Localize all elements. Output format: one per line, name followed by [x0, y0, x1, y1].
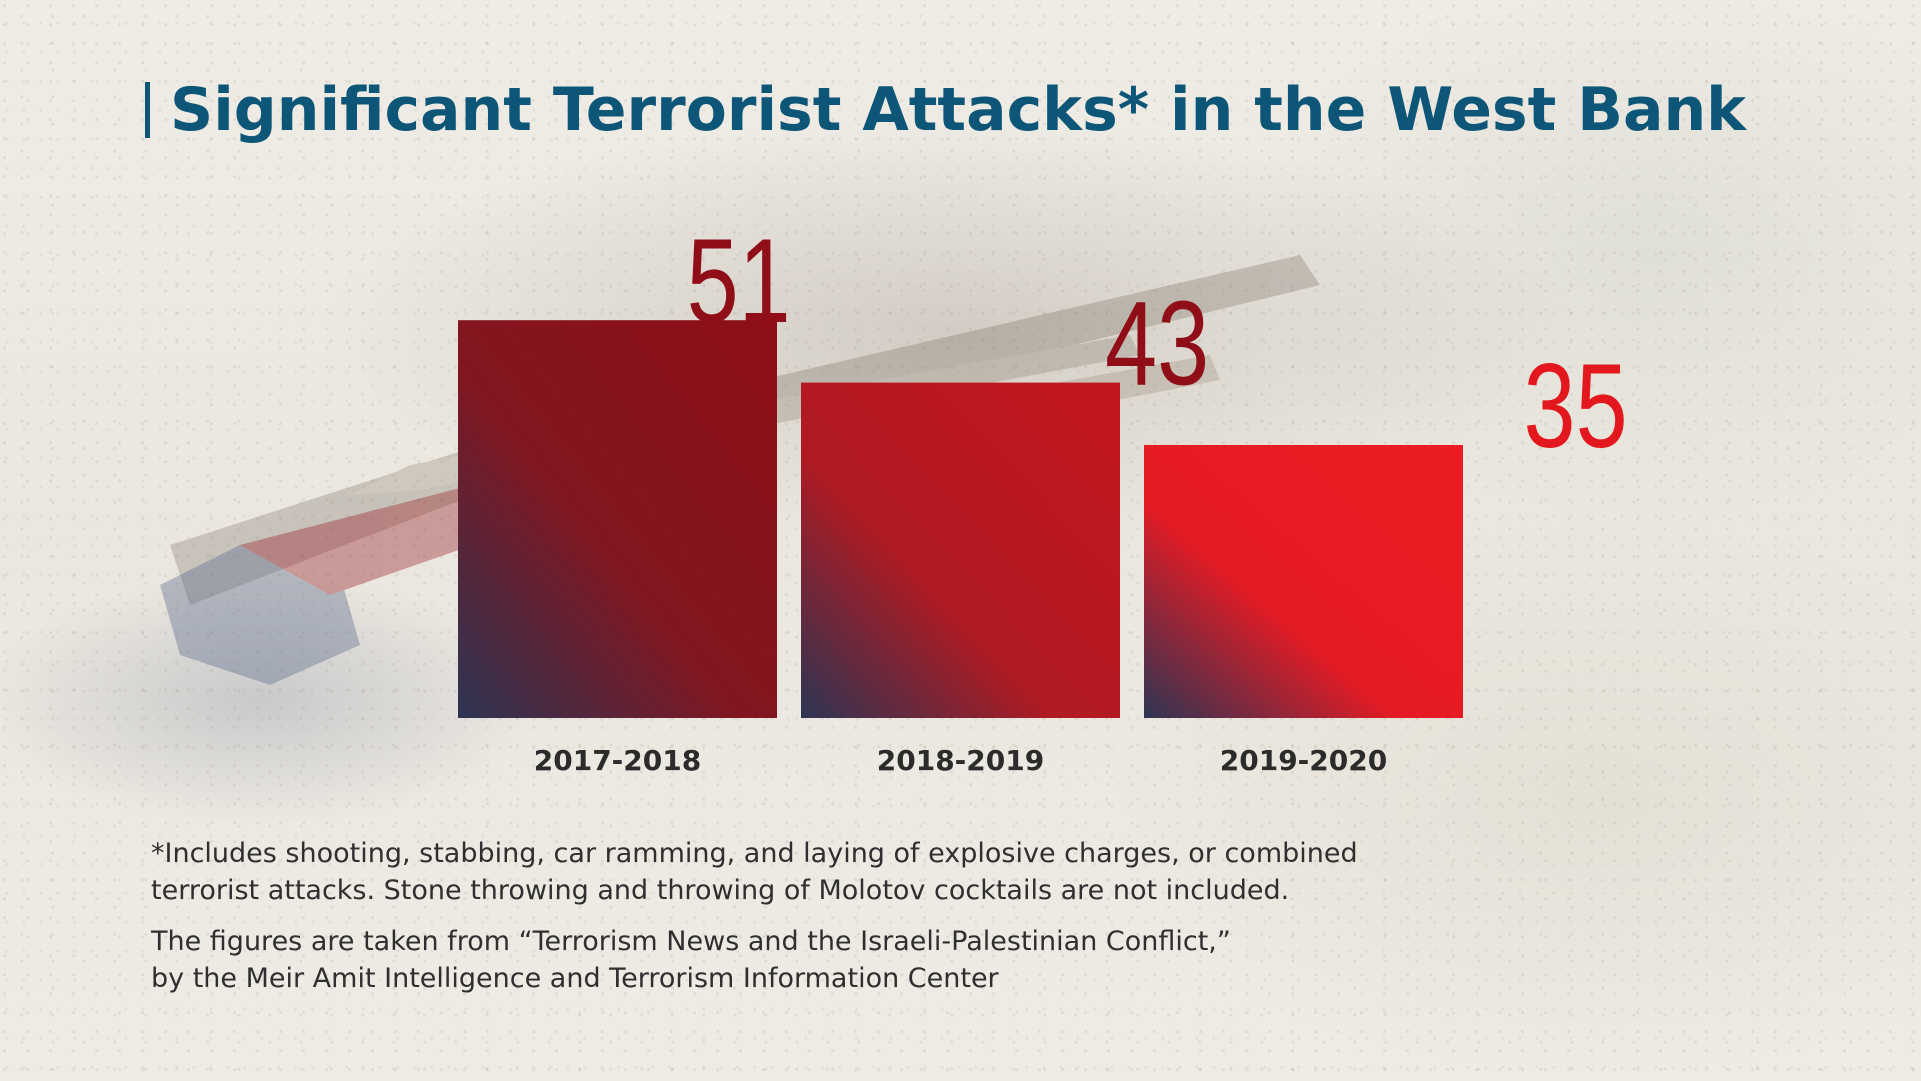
value-label-2019-2020: 35 — [1524, 339, 1628, 473]
definition-note-line1: *Includes shooting, stabbing, car rammin… — [151, 838, 1358, 869]
source-note-line1: The figures are taken from “Terrorism Ne… — [151, 926, 1231, 957]
category-label-2019-2020: 2019-2020 — [1220, 744, 1387, 777]
source-note-line2: by the Meir Amit Intelligence and Terror… — [151, 963, 999, 994]
bar-2019-2020 — [1144, 445, 1463, 718]
category-label-2018-2019: 2018-2019 — [877, 744, 1044, 777]
bar-2018-2019 — [801, 382, 1120, 718]
value-label-2017-2018: 51 — [687, 214, 791, 348]
title-accent-bar — [145, 82, 150, 138]
value-label-2018-2019: 43 — [1105, 276, 1209, 410]
bar-2017-2018 — [458, 320, 777, 718]
title-text: Significant Terrorist Attacks* in the We… — [170, 75, 1747, 145]
category-label-2017-2018: 2017-2018 — [534, 744, 701, 777]
source-note: The figures are taken from “Terrorism Ne… — [151, 923, 1451, 997]
chart-title: Significant Terrorist Attacks* in the We… — [145, 70, 1746, 150]
footnotes: *Includes shooting, stabbing, car rammin… — [151, 835, 1451, 1011]
definition-note-line2: terrorist attacks. Stone throwing and th… — [151, 875, 1290, 906]
definition-note: *Includes shooting, stabbing, car rammin… — [151, 835, 1451, 909]
